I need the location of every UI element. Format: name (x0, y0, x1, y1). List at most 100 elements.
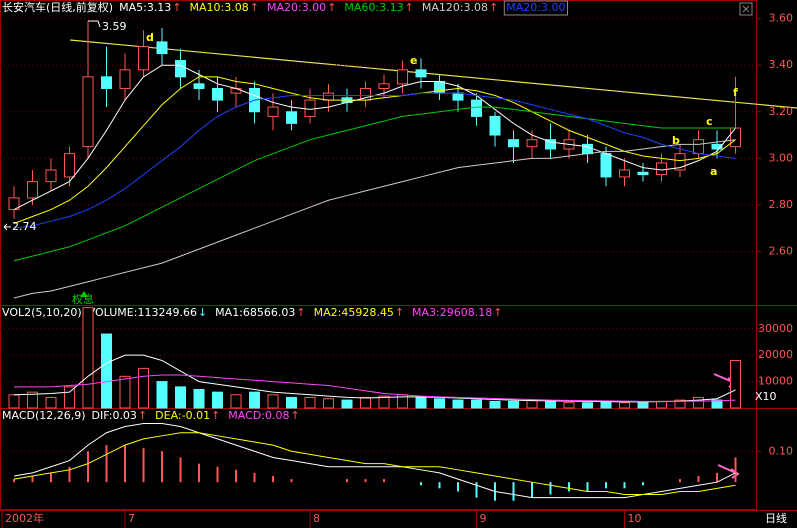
legend-arrow: ↑ (138, 409, 147, 422)
volume-bar (489, 400, 501, 409)
legend-entry: MA1:68566.03 (215, 306, 295, 319)
volume-bar (637, 402, 649, 409)
volume-bar (415, 396, 427, 409)
candle-body (230, 87, 242, 94)
legend-entry: MA5:3.13 (119, 1, 171, 14)
candle-body (545, 139, 556, 150)
legend-entry: MA2:45928.45 (314, 306, 394, 319)
candle-body (656, 162, 667, 176)
candle-body (730, 127, 741, 148)
volume-bar (526, 399, 538, 409)
volume-bar (267, 394, 279, 409)
volume-bar (101, 333, 112, 409)
volume-bar (619, 402, 630, 409)
candle-body (471, 99, 482, 117)
candle-body (156, 41, 168, 55)
volume-bar (545, 400, 556, 409)
line-series (13, 432, 736, 496)
annotation: a (710, 165, 717, 178)
volume-bar (8, 394, 20, 409)
volume-bar (82, 307, 94, 409)
low-pointer (3, 223, 11, 231)
volume-bar (304, 396, 316, 409)
candle-body (45, 169, 57, 183)
high-label: 3.59 (102, 20, 127, 33)
x-tick-label: 2002年 (5, 511, 44, 525)
volume-bar (711, 399, 723, 409)
y-tick-label: 0.10 (769, 444, 794, 457)
candle-body (267, 106, 279, 117)
y-tick-label: 20000 (758, 348, 793, 361)
candle-body (175, 60, 186, 78)
x-tick-label: 9 (480, 512, 487, 525)
legend-entry: MA20:3.00 (267, 1, 326, 14)
candle-body (637, 171, 649, 176)
candle-body (286, 111, 297, 124)
candle-body (119, 69, 131, 89)
volume-bar (582, 402, 593, 409)
volume-bar (508, 400, 519, 409)
volume-bar (323, 398, 334, 409)
volume-bar (341, 399, 353, 409)
y-tick-label: 10000 (758, 375, 793, 388)
legend-arrow: ↑ (172, 1, 181, 14)
legend-entry: MA10:3.08 (190, 1, 249, 14)
legend-entry: VOLUME:113249.66 (88, 306, 197, 319)
annotation: e (410, 54, 417, 67)
volume-bar (674, 399, 686, 409)
volume-bar (45, 396, 57, 409)
annotation: f (733, 86, 738, 99)
legend-arrow: ↑ (296, 306, 305, 319)
legend-arrow: ↑ (395, 306, 404, 319)
candle-body (27, 181, 38, 199)
x-tick-label: 10 (628, 512, 642, 525)
candle-body (600, 153, 612, 178)
y-tick-label: 30000 (758, 322, 793, 335)
legend-arrow: ↑ (405, 1, 414, 14)
candle-body (193, 83, 205, 89)
volume-bar (378, 395, 390, 409)
y-tick-label: 2.60 (769, 244, 794, 257)
candle-body (138, 46, 149, 71)
legend-entry: MA3:29608.18 (412, 306, 492, 319)
x-tick-label: 8 (313, 512, 320, 525)
volume-bar (286, 396, 297, 409)
legend-entry: DEA:-0.01 (155, 409, 210, 422)
y-tick-label: 3.60 (769, 12, 794, 25)
unit-label: X10 (755, 390, 777, 403)
volume-bar (434, 398, 445, 409)
line-series (13, 422, 736, 499)
panel-header: 长安汽车(日线,前复权) (2, 0, 113, 14)
candle-body (397, 69, 408, 85)
volume-bar (730, 359, 741, 409)
line-series (13, 354, 736, 403)
event-label: 权息 (72, 292, 94, 306)
legend-arrow: ↑ (290, 409, 299, 422)
volume-bar (193, 389, 205, 409)
candle-body (304, 99, 316, 117)
legend-arrow: ↑ (489, 1, 498, 14)
volume-bar (693, 396, 704, 409)
volume-bar (64, 386, 75, 409)
low-label: 2.74 (12, 220, 37, 233)
line-series (13, 139, 736, 299)
legend-arrow: ↑ (493, 306, 502, 319)
candle-body (82, 76, 94, 148)
candle-body (64, 153, 75, 178)
candle-body (415, 69, 427, 78)
volume-bar (471, 399, 482, 409)
window-button[interactable] (739, 2, 753, 16)
annotation: d (146, 31, 154, 44)
volume-bar (600, 400, 612, 409)
legend-arrow: ↑ (327, 1, 336, 14)
candle-body (674, 153, 686, 171)
period-label: 日线 (765, 511, 787, 525)
trend-line (69, 39, 797, 109)
line-series (13, 76, 736, 224)
volume-bar (230, 394, 242, 409)
volume-bar (563, 402, 575, 409)
volume-bar (175, 386, 186, 409)
candle-body (212, 87, 223, 101)
